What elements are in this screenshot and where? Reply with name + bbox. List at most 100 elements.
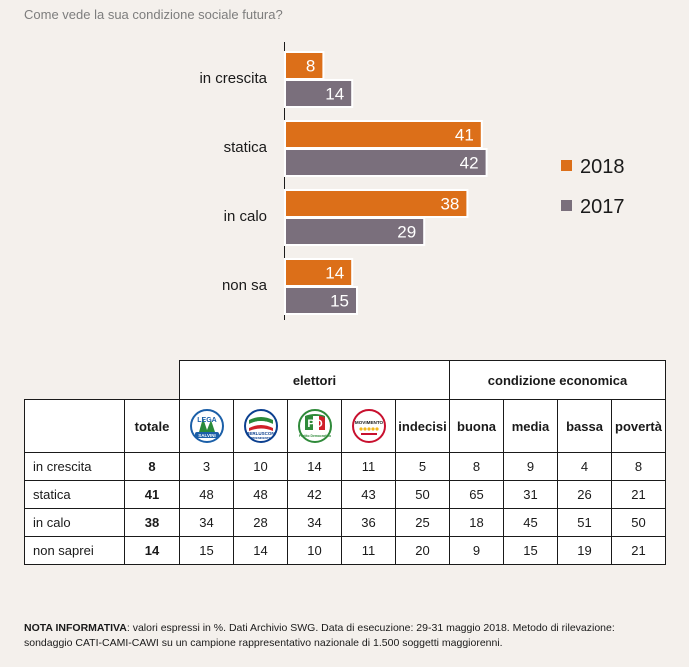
header-totale: totale (124, 399, 180, 453)
table-cell: 9 (503, 452, 558, 481)
bar-2018 (284, 258, 354, 287)
row-label: non saprei (24, 536, 125, 565)
table-cell: 21 (611, 536, 666, 565)
legend-swatch-2017 (561, 200, 572, 211)
table-cell: 11 (341, 452, 396, 481)
group-header-elettori: elettori (179, 360, 450, 400)
table-cell: 3 (179, 452, 234, 481)
row-label: in crescita (24, 452, 125, 481)
legend-swatch-2018 (561, 160, 572, 171)
table-cell: 50 (611, 508, 666, 537)
bar-2017 (284, 148, 488, 177)
bar-2018 (284, 120, 483, 149)
header-indecisi: indecisi (395, 399, 450, 453)
total-cell: 14 (124, 536, 180, 565)
group-header-row: elettori condizione economica (25, 360, 666, 400)
row-label: in calo (24, 508, 125, 537)
pd-logo-text: PD (307, 418, 322, 430)
bar-2017 (284, 79, 354, 108)
lega-salvini-logo: LEGA SALVINI (189, 409, 224, 443)
forza-italia-logo-subtext: PRESIDENTE (251, 436, 270, 440)
table-cell: 48 (233, 480, 288, 509)
table-cell: 14 (287, 452, 342, 481)
header-forza-italia: BERLUSCONI PRESIDENTE (233, 399, 288, 453)
header-media: media (503, 399, 558, 453)
table-cell: 51 (557, 508, 612, 537)
table-cell: 34 (287, 508, 342, 537)
total-cell: 41 (124, 480, 180, 509)
table-cell: 8 (449, 452, 504, 481)
table-cell: 14 (233, 536, 288, 565)
category-label: in calo (224, 208, 267, 225)
category-label: in crescita (199, 70, 267, 87)
table-cell: 18 (449, 508, 504, 537)
header-buona: buona (449, 399, 504, 453)
row-label: statica (24, 480, 125, 509)
table-row: non saprei 14 15 14 10 11 20 9 15 19 21 (24, 536, 666, 565)
header-empty-cell (24, 399, 125, 453)
bar-value-label: 41 (455, 126, 474, 145)
category-label: statica (224, 139, 268, 156)
table-cell: 9 (449, 536, 504, 565)
bar-value-label: 15 (330, 292, 349, 311)
table-cell: 19 (557, 536, 612, 565)
table-cell: 20 (395, 536, 450, 565)
table-cell: 26 (557, 480, 612, 509)
table-cell: 21 (611, 480, 666, 509)
movimento-5-stelle-logo: MOVIMENTO (351, 409, 386, 443)
header-m5s: MOVIMENTO (341, 399, 396, 453)
table-cell: 11 (341, 536, 396, 565)
table-cell: 36 (341, 508, 396, 537)
table-cell: 5 (395, 452, 450, 481)
total-cell: 38 (124, 508, 180, 537)
forza-italia-logo-text: BERLUSCONI (246, 431, 276, 436)
table-cell: 50 (395, 480, 450, 509)
pd-logo-subtext: Partito Democratico (298, 434, 330, 438)
table-cell: 8 (611, 452, 666, 481)
table-cell: 10 (287, 536, 342, 565)
table-cell: 10 (233, 452, 288, 481)
header-lega: LEGA SALVINI (179, 399, 234, 453)
table-cell: 45 (503, 508, 558, 537)
column-header-row: totale LEGA SALVINI BERLUSCONI PRESIDENT… (24, 399, 666, 453)
table-cell: 15 (179, 536, 234, 565)
bar-2017 (284, 286, 358, 315)
legend-label: 2018 (580, 156, 625, 178)
bar-value-label: 14 (325, 264, 344, 283)
table-cell: 34 (179, 508, 234, 537)
forza-italia-logo: BERLUSCONI PRESIDENTE (243, 409, 278, 443)
table-cell: 25 (395, 508, 450, 537)
bar-value-label: 42 (460, 154, 479, 173)
table-cell: 43 (341, 480, 396, 509)
header-pd: PD Partito Democratico (287, 399, 342, 453)
table-cell: 42 (287, 480, 342, 509)
chart-title: Come vede la sua condizione sociale futu… (24, 7, 283, 22)
table-cell: 31 (503, 480, 558, 509)
total-cell: 8 (124, 452, 180, 481)
footnote-label: NOTA INFORMATIVA (24, 622, 127, 634)
table-cell: 28 (233, 508, 288, 537)
table-cell: 15 (503, 536, 558, 565)
bar-value-label: 29 (397, 223, 416, 242)
bar-2017 (284, 217, 426, 246)
m5s-logo-text: MOVIMENTO (354, 420, 383, 425)
bar-chart: in crescita 8 14 statica 41 42 in calo 38 29 non … (199, 42, 625, 320)
table-cell: 4 (557, 452, 612, 481)
category-label: non sa (222, 277, 268, 294)
results-table: elettori condizione economica totale LEG… (24, 360, 666, 565)
bar-value-label: 14 (325, 85, 344, 104)
table-cell: 48 (179, 480, 234, 509)
legend-label: 2017 (580, 196, 625, 218)
lega-logo-text: LEGA (197, 417, 216, 424)
bar-value-label: 38 (440, 195, 459, 214)
footnote-text: : valori espressi in %. Dati Archivio SW… (24, 622, 615, 649)
table-row: in calo 38 34 28 34 36 25 18 45 51 50 (24, 508, 666, 537)
table-row: statica 41 48 48 42 43 50 65 31 26 21 (24, 480, 666, 509)
table-row: in crescita 8 3 10 14 11 5 8 9 4 8 (24, 452, 666, 481)
table-cell: 65 (449, 480, 504, 509)
partito-democratico-logo: PD Partito Democratico (297, 409, 332, 443)
header-poverta: povertà (611, 399, 666, 453)
footnote: NOTA INFORMATIVA: valori espressi in %. … (24, 621, 664, 651)
group-header-condizione: condizione economica (449, 360, 666, 400)
bar-2018 (284, 51, 325, 80)
